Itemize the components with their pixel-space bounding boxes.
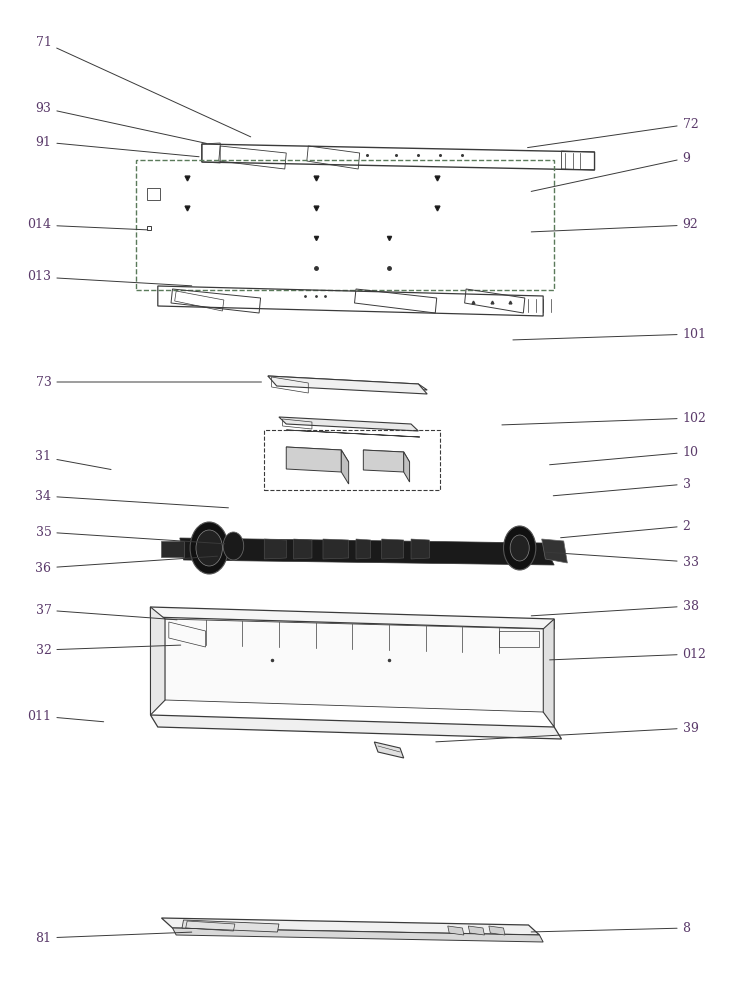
Polygon shape (363, 450, 410, 462)
Polygon shape (542, 539, 567, 563)
Polygon shape (404, 452, 410, 482)
Polygon shape (382, 539, 404, 559)
Polygon shape (374, 742, 404, 758)
Polygon shape (341, 450, 349, 484)
Polygon shape (286, 430, 420, 437)
Text: 91: 91 (35, 135, 199, 157)
Polygon shape (161, 918, 539, 935)
Bar (147, 188, 160, 200)
Bar (264, 430, 440, 490)
Circle shape (190, 522, 228, 574)
Polygon shape (356, 539, 371, 559)
Polygon shape (182, 920, 279, 932)
Text: 31: 31 (35, 450, 111, 469)
Text: 35: 35 (35, 526, 225, 544)
Text: 013: 013 (27, 270, 192, 286)
Polygon shape (294, 539, 312, 559)
Circle shape (510, 535, 529, 561)
Polygon shape (268, 376, 427, 394)
Polygon shape (468, 926, 484, 935)
Bar (136, 160, 554, 290)
Text: 2: 2 (561, 520, 691, 538)
Polygon shape (489, 926, 505, 935)
Circle shape (196, 530, 222, 566)
Polygon shape (264, 539, 286, 559)
Polygon shape (150, 607, 165, 715)
Polygon shape (165, 619, 543, 712)
Text: 33: 33 (546, 552, 699, 568)
Text: 3: 3 (553, 478, 691, 496)
Circle shape (504, 526, 536, 570)
Text: 73: 73 (35, 375, 261, 388)
Text: 101: 101 (513, 328, 707, 340)
Text: 92: 92 (531, 219, 698, 232)
Text: 9: 9 (531, 151, 691, 191)
Text: 93: 93 (35, 102, 206, 143)
Circle shape (223, 532, 244, 560)
Polygon shape (150, 715, 562, 739)
Polygon shape (411, 539, 429, 559)
Polygon shape (543, 619, 554, 727)
Text: 014: 014 (27, 219, 148, 232)
Polygon shape (172, 928, 543, 942)
Text: 36: 36 (35, 556, 217, 574)
Text: 34: 34 (35, 489, 228, 508)
Text: 72: 72 (528, 117, 698, 148)
Text: 102: 102 (502, 412, 707, 425)
Polygon shape (448, 926, 464, 935)
Text: 81: 81 (35, 932, 192, 944)
Text: 39: 39 (436, 722, 699, 742)
Text: 012: 012 (550, 648, 707, 660)
Text: 8: 8 (531, 922, 691, 934)
Text: 37: 37 (35, 603, 177, 620)
Polygon shape (279, 417, 418, 431)
Text: 011: 011 (27, 710, 103, 722)
Polygon shape (363, 450, 404, 472)
Polygon shape (161, 541, 184, 557)
Polygon shape (286, 447, 349, 462)
Text: 71: 71 (35, 35, 251, 137)
Polygon shape (180, 538, 554, 565)
Text: 32: 32 (35, 644, 181, 656)
Polygon shape (286, 447, 341, 472)
Polygon shape (323, 539, 349, 559)
Polygon shape (150, 607, 554, 629)
Text: 10: 10 (550, 446, 699, 465)
Text: 38: 38 (531, 599, 699, 616)
